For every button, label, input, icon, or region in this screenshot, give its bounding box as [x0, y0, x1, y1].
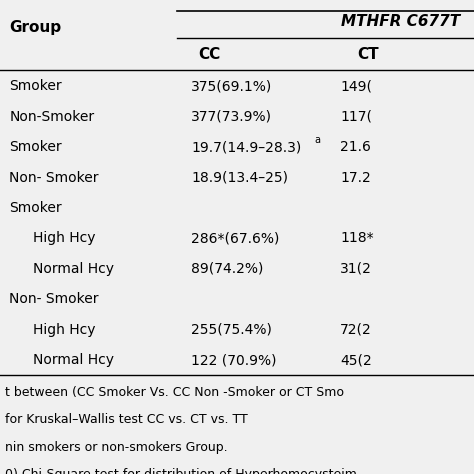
Text: a: a [314, 135, 320, 145]
Text: 19.7(14.9–28.3): 19.7(14.9–28.3) [191, 140, 301, 154]
Text: 31(2: 31(2 [340, 262, 372, 276]
Text: 375(69.1%): 375(69.1%) [191, 80, 272, 93]
Text: 17.2: 17.2 [340, 171, 371, 185]
Text: Non- Smoker: Non- Smoker [9, 171, 99, 185]
Text: Smoker: Smoker [9, 201, 62, 215]
Text: 18.9(13.4–25): 18.9(13.4–25) [191, 171, 288, 185]
Text: High Hcy: High Hcy [33, 323, 95, 337]
Text: Smoker: Smoker [9, 80, 62, 93]
Text: 255(75.4%): 255(75.4%) [191, 323, 272, 337]
Text: 0) Chi-Square test for distribution of Hyperhomocysteim: 0) Chi-Square test for distribution of H… [5, 468, 356, 474]
Text: Group: Group [9, 20, 62, 35]
Text: Normal Hcy: Normal Hcy [33, 353, 114, 367]
Text: Non-Smoker: Non-Smoker [9, 110, 94, 124]
Text: 118*: 118* [340, 231, 374, 246]
Text: 21.6: 21.6 [340, 140, 371, 154]
Text: High Hcy: High Hcy [33, 231, 95, 246]
Text: MTHFR C677T: MTHFR C677T [341, 14, 460, 28]
Text: Smoker: Smoker [9, 140, 62, 154]
Text: t between (CC Smoker Vs. CC Non -Smoker or CT Smo: t between (CC Smoker Vs. CC Non -Smoker … [5, 386, 344, 399]
Text: nin smokers or non-smokers Group.: nin smokers or non-smokers Group. [5, 441, 228, 454]
Text: for Kruskal–Wallis test CC vs. CT vs. TT: for Kruskal–Wallis test CC vs. CT vs. TT [5, 413, 247, 426]
Text: Normal Hcy: Normal Hcy [33, 262, 114, 276]
Text: CC: CC [199, 46, 221, 62]
Text: 149(: 149( [340, 80, 372, 93]
Text: 377(73.9%): 377(73.9%) [191, 110, 272, 124]
Text: 286*(67.6%): 286*(67.6%) [191, 231, 279, 246]
Text: 72(2: 72(2 [340, 323, 372, 337]
Text: 89(74.2%): 89(74.2%) [191, 262, 264, 276]
Text: 122 (70.9%): 122 (70.9%) [191, 353, 276, 367]
Text: Non- Smoker: Non- Smoker [9, 292, 99, 306]
Text: CT: CT [357, 46, 379, 62]
Text: 45(2: 45(2 [340, 353, 372, 367]
Text: 117(: 117( [340, 110, 372, 124]
